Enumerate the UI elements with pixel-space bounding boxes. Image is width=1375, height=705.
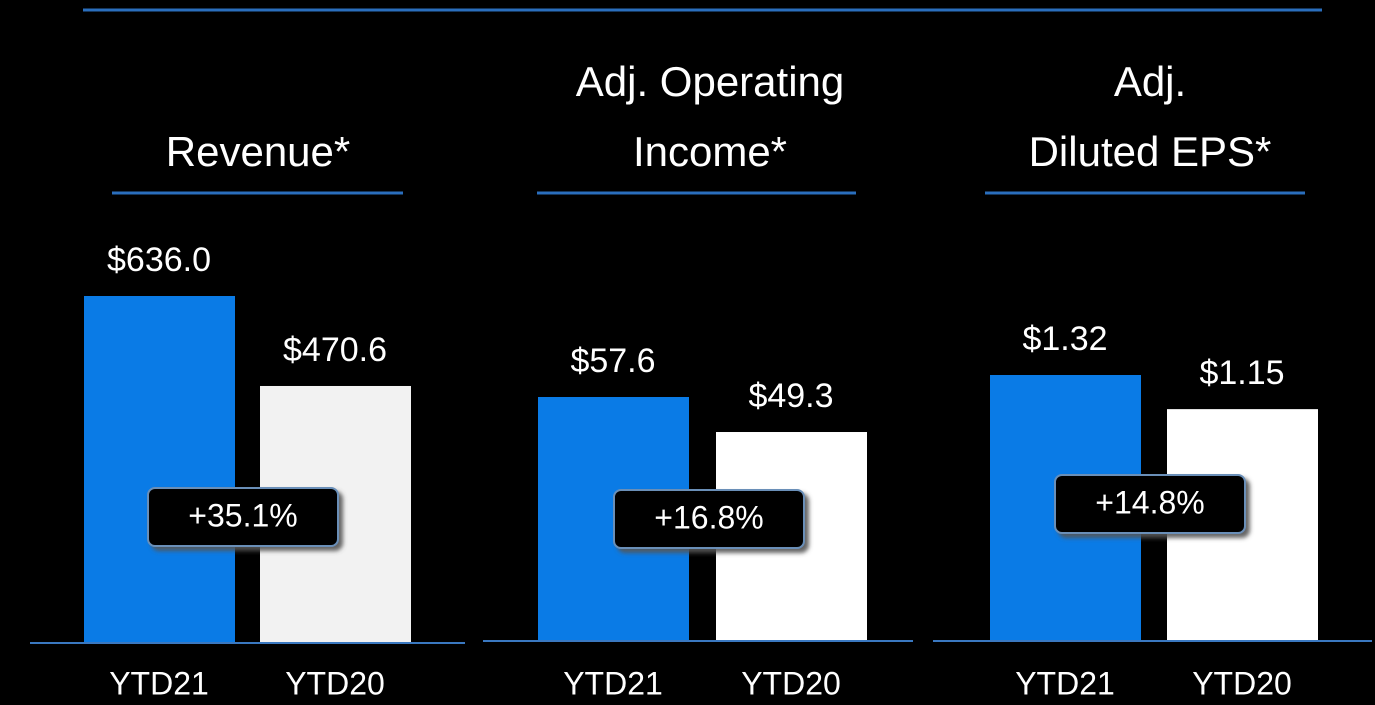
x-tick-label: YTD21 <box>563 665 663 701</box>
value-label: $1.32 <box>1022 320 1107 358</box>
bar <box>84 296 235 642</box>
value-label: $1.15 <box>1199 354 1284 392</box>
value-label: $636.0 <box>107 241 211 279</box>
chart-title: Adj. <box>1114 58 1186 105</box>
chart-title: Income* <box>633 128 787 175</box>
chart-title: Diluted EPS* <box>1029 128 1272 175</box>
x-tick-label: YTD20 <box>741 665 841 701</box>
annotation: +14.8% <box>1095 484 1204 520</box>
value-label: $49.3 <box>748 377 833 415</box>
x-tick-label: YTD20 <box>285 665 385 701</box>
x-tick-label: YTD21 <box>1015 665 1115 701</box>
annotation: +16.8% <box>654 499 763 535</box>
annotation-box <box>613 489 805 549</box>
chart-title: Adj. Operating <box>576 58 845 105</box>
annotation: +35.1% <box>188 497 297 533</box>
value-label: $470.6 <box>283 331 387 369</box>
x-tick-label: YTD20 <box>1192 665 1292 701</box>
x-tick-label: YTD21 <box>109 665 209 701</box>
annotation-box <box>1054 474 1246 534</box>
value-label: $57.6 <box>570 342 655 380</box>
chart-title: Revenue* <box>166 128 350 175</box>
annotation-box <box>147 487 339 547</box>
